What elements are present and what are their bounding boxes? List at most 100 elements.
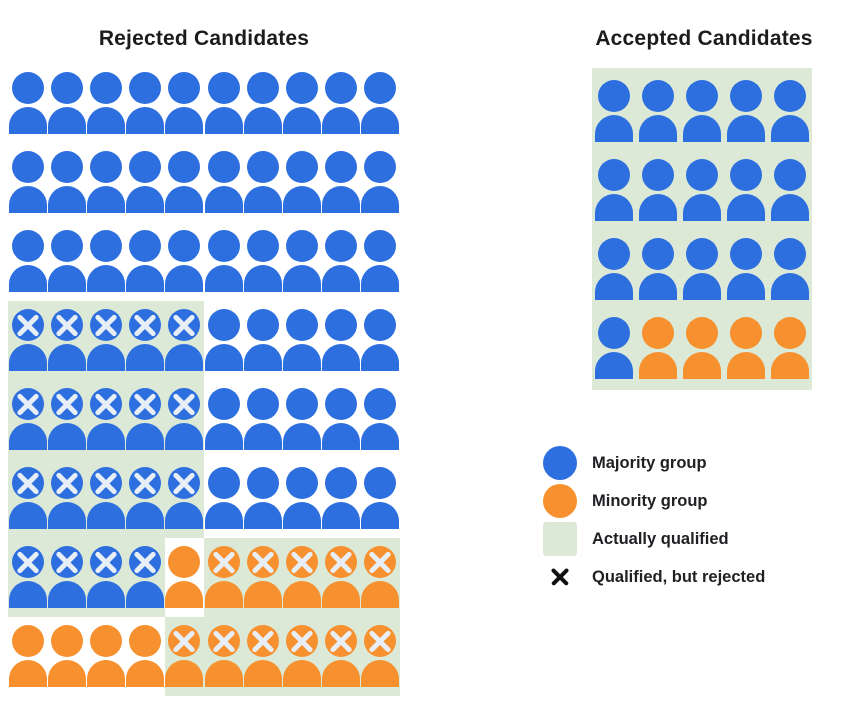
person-body: [322, 265, 361, 292]
majority-person-icon: [243, 388, 282, 450]
majority-person-icon: [322, 230, 361, 292]
person-body: [204, 107, 243, 134]
person-body: [86, 107, 125, 134]
candidate-cell: [724, 226, 768, 305]
person-body: [361, 423, 400, 450]
person-body: [361, 107, 400, 134]
candidate-cell: [361, 64, 400, 143]
minority-person-icon: [683, 317, 721, 379]
person-head: [246, 230, 279, 262]
majority-person-icon: [86, 388, 125, 450]
majority-person-icon: [282, 309, 321, 371]
person-body: [322, 423, 361, 450]
candidate-cell: [360, 538, 400, 617]
majority-person-icon: [771, 159, 809, 221]
minority-person-icon: [86, 625, 125, 687]
person-body: [126, 502, 165, 529]
candidate-cell: [282, 538, 322, 617]
majority-person-icon: [8, 151, 47, 213]
candidate-cell: [592, 68, 636, 147]
person-head: [50, 151, 83, 183]
candidate-cell: [125, 538, 165, 617]
candidate-cell: [724, 68, 768, 147]
person-body: [204, 186, 243, 213]
candidate-cell: [204, 64, 243, 143]
majority-person-icon: [282, 230, 321, 292]
majority-person-icon: [8, 72, 47, 134]
candidate-cell: [8, 538, 48, 617]
person-head: [246, 151, 279, 183]
person-head: [207, 467, 240, 499]
candidate-cell: [768, 147, 812, 226]
person-head: [364, 309, 397, 341]
candidate-cell: [361, 222, 400, 301]
candidate-cell: [47, 380, 87, 459]
person-body: [86, 581, 125, 608]
candidate-cell: [126, 143, 165, 222]
person-body: [204, 423, 243, 450]
majority-person-icon: [361, 388, 400, 450]
person-body: [165, 107, 204, 134]
candidate-cell: [282, 222, 321, 301]
person-head: [168, 72, 201, 104]
person-head: [207, 72, 240, 104]
person-head: [89, 625, 122, 657]
person-body: [322, 344, 361, 371]
person-head: [50, 72, 83, 104]
person-head: [774, 159, 806, 191]
majority-person-icon: [322, 309, 361, 371]
person-head: [325, 388, 358, 420]
minority-person-icon: [361, 625, 400, 687]
candidate-cell: [126, 222, 165, 301]
candidate-cell: [322, 380, 361, 459]
person-head: [246, 309, 279, 341]
person-body: [165, 344, 204, 371]
candidate-cell: [204, 301, 243, 380]
majority-person-icon: [282, 151, 321, 213]
candidate-cell: [724, 305, 768, 384]
candidate-cell: [8, 143, 47, 222]
majority-person-icon: [727, 159, 765, 221]
candidate-cell: [636, 305, 680, 384]
majority-person-icon: [204, 230, 243, 292]
candidate-cell: [164, 380, 204, 459]
person-body: [165, 581, 204, 608]
candidate-cell: [243, 380, 282, 459]
minority-person-icon: [204, 546, 243, 608]
person-body: [86, 423, 125, 450]
person-body: [8, 265, 47, 292]
candidate-cell: [164, 617, 204, 696]
majority-person-icon: [595, 159, 633, 221]
person-head: [129, 151, 162, 183]
legend-label: Majority group: [592, 453, 707, 472]
legend-label: Qualified, but rejected: [592, 567, 766, 586]
person-head: [686, 317, 718, 349]
candidate-cell: [125, 459, 165, 538]
majority-person-icon: [243, 309, 282, 371]
candidate-cell: [125, 380, 165, 459]
majority-person-icon: [165, 230, 204, 292]
person-body: [282, 660, 321, 687]
person-head: [774, 238, 806, 270]
majority-person-icon: [86, 151, 125, 213]
candidate-cell: [47, 617, 86, 696]
person-body: [322, 107, 361, 134]
majority-person-icon: [595, 80, 633, 142]
candidate-cell: [47, 301, 87, 380]
candidate-cell: [361, 143, 400, 222]
minority-person-icon: [204, 625, 243, 687]
majority-person-icon: [165, 309, 204, 371]
candidate-cell: [282, 617, 322, 696]
person-body: [727, 194, 765, 221]
person-body: [165, 502, 204, 529]
person-head: [207, 388, 240, 420]
person-body: [322, 660, 361, 687]
person-body: [282, 265, 321, 292]
actually-qualified-swatch: [543, 522, 577, 556]
person-body: [86, 186, 125, 213]
candidate-cell: [47, 222, 86, 301]
majority-person-icon: [126, 151, 165, 213]
person-head: [129, 625, 162, 657]
candidate-cell: [282, 301, 321, 380]
person-head: [207, 230, 240, 262]
